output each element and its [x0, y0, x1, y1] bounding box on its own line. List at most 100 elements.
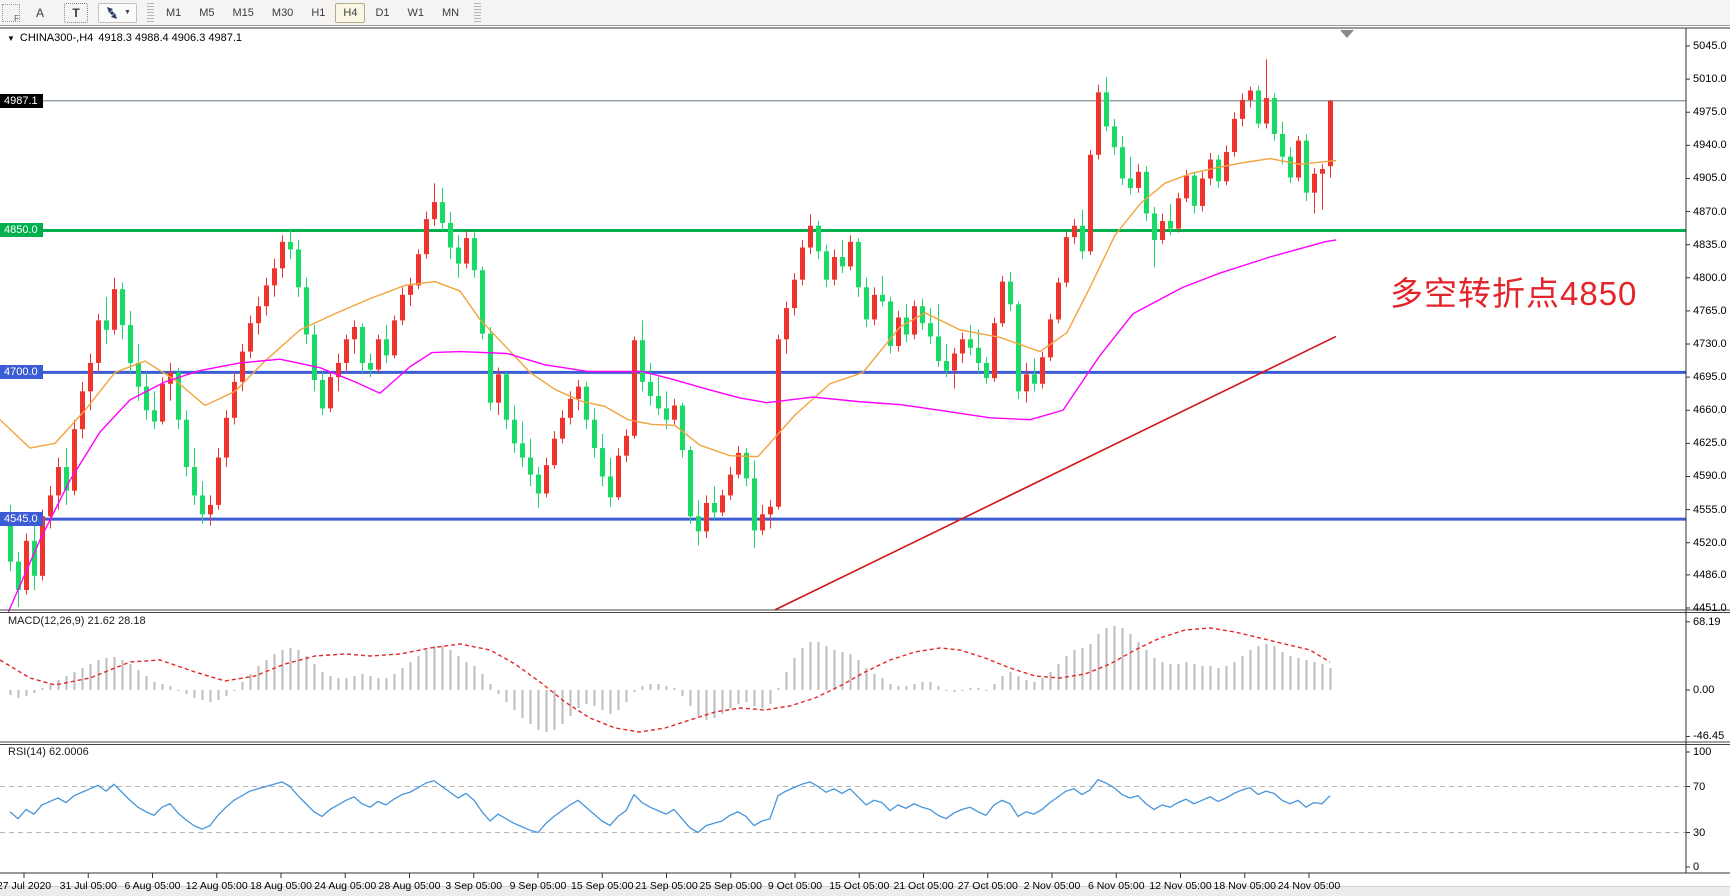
candle-body	[1168, 221, 1173, 229]
fibo-tool-icon[interactable]: F	[2, 3, 20, 23]
macd-bar	[1161, 662, 1164, 690]
macd-bar	[401, 668, 404, 690]
macd-bar	[793, 658, 796, 690]
rsi-indicator-label: RSI(14) 62.0006	[8, 746, 89, 758]
rsi-line	[9, 778, 1331, 834]
tf-button-m30[interactable]: M30	[271, 6, 294, 19]
candle-body	[896, 317, 901, 346]
chart-window[interactable]: ▼ CHINA300-,H4 4918.3 4988.4 4906.3 4987…	[0, 27, 1730, 896]
macd-bar	[161, 684, 164, 690]
candle-body	[816, 225, 821, 252]
candle-body	[208, 504, 213, 515]
macd-bar	[89, 664, 92, 690]
candle-body	[424, 219, 429, 255]
candle-body	[680, 405, 685, 450]
macd-bar	[1177, 664, 1180, 690]
arrows-tool-button[interactable]: ▼	[98, 2, 137, 23]
macd-bar	[801, 648, 804, 690]
macd-bar	[233, 690, 236, 691]
price-tick-label: 4695.0	[1693, 371, 1727, 384]
candle-body	[328, 377, 333, 409]
price-tick-label: 4625.0	[1693, 437, 1727, 450]
macd-bar	[977, 688, 980, 690]
macd-bar	[753, 690, 756, 706]
candle-body	[480, 270, 485, 334]
macd-bar	[585, 690, 588, 704]
macd-bar	[689, 690, 692, 706]
price-tick-label: 4590.0	[1693, 470, 1727, 483]
price-tick-label: 4975.0	[1693, 106, 1727, 119]
price-badge: 4850.0	[0, 223, 43, 238]
macd-bar	[129, 664, 132, 690]
candle-body	[1048, 319, 1053, 358]
price-tick-label: 4905.0	[1693, 172, 1727, 185]
chart-canvas[interactable]	[0, 27, 1730, 896]
tf-button-m15[interactable]: M15	[232, 6, 254, 19]
macd-bar	[1001, 676, 1004, 690]
candle-body	[368, 362, 373, 370]
macd-bar	[785, 672, 788, 690]
tf-button-d1[interactable]: D1	[375, 6, 390, 19]
candle-body	[1328, 100, 1333, 167]
candle-body	[1296, 140, 1301, 178]
time-axis-label: 25 Sep 05:00	[699, 880, 762, 892]
candle-body	[560, 417, 565, 439]
candle-body	[56, 467, 61, 496]
candle-body	[736, 452, 741, 475]
candle-body	[824, 251, 829, 280]
candle-body	[720, 495, 725, 513]
top-toolbar: F A T ▼ M1 M5 M15 M30 H1 H4 D1 W1 MN	[0, 0, 1730, 26]
macd-bar	[377, 678, 380, 690]
tf-button-mn[interactable]: MN	[442, 6, 460, 19]
chart-annotation-text[interactable]: 多空转折点4850	[1390, 275, 1638, 312]
macd-bar	[617, 690, 620, 710]
candle-body	[352, 327, 357, 340]
macd-bar	[1297, 658, 1300, 690]
candle-body	[1176, 198, 1181, 229]
tf-button-m5[interactable]: M5	[199, 6, 215, 19]
candle-body	[400, 294, 405, 321]
candle-body	[1032, 374, 1037, 384]
tf-button-m1[interactable]: M1	[165, 6, 182, 19]
macd-bar	[257, 666, 260, 690]
candle-body	[384, 339, 389, 356]
macd-bar	[985, 690, 988, 691]
tf-button-h4[interactable]: H4	[335, 2, 366, 23]
macd-bar	[657, 684, 660, 690]
candle-body	[944, 361, 949, 371]
candle-body	[496, 374, 501, 403]
ohlc-readout: 4918.3 4988.4 4906.3 4987.1	[98, 32, 243, 44]
toolbar-grip-2[interactable]	[474, 2, 482, 23]
macd-bar	[625, 690, 628, 702]
macd-bar	[1257, 646, 1260, 690]
candle-body	[528, 457, 533, 475]
macd-bar	[241, 682, 244, 690]
macd-bar	[633, 690, 636, 692]
macd-bar	[721, 690, 724, 714]
candle-body	[1256, 90, 1261, 124]
tf-button-h1[interactable]: H1	[311, 6, 326, 19]
chart-shift-marker-icon[interactable]	[1340, 30, 1354, 38]
macd-bar	[1033, 682, 1036, 690]
candle-body	[256, 306, 261, 324]
candle-body	[1224, 151, 1229, 182]
macd-bar	[1305, 660, 1308, 690]
macd-bar	[1201, 666, 1204, 690]
macd-bar	[209, 690, 212, 702]
candle-body	[1232, 118, 1237, 152]
time-axis-label: 15 Sep 05:00	[571, 880, 634, 892]
time-axis-label: 21 Oct 05:00	[893, 880, 954, 892]
candle-body	[1072, 225, 1077, 238]
toolbar-grip[interactable]	[146, 2, 154, 23]
text-tool-button[interactable]: A	[35, 5, 44, 20]
symbol-dropdown-icon[interactable]: ▼	[7, 33, 15, 43]
tf-button-w1[interactable]: W1	[407, 6, 425, 19]
text-label-tool-button[interactable]: T	[64, 2, 88, 23]
candle-body	[1264, 98, 1269, 124]
candle-body	[832, 256, 837, 280]
candle-body	[760, 514, 765, 531]
macd-bar	[177, 690, 180, 691]
macd-bar	[305, 656, 308, 690]
macd-bar	[713, 690, 716, 718]
